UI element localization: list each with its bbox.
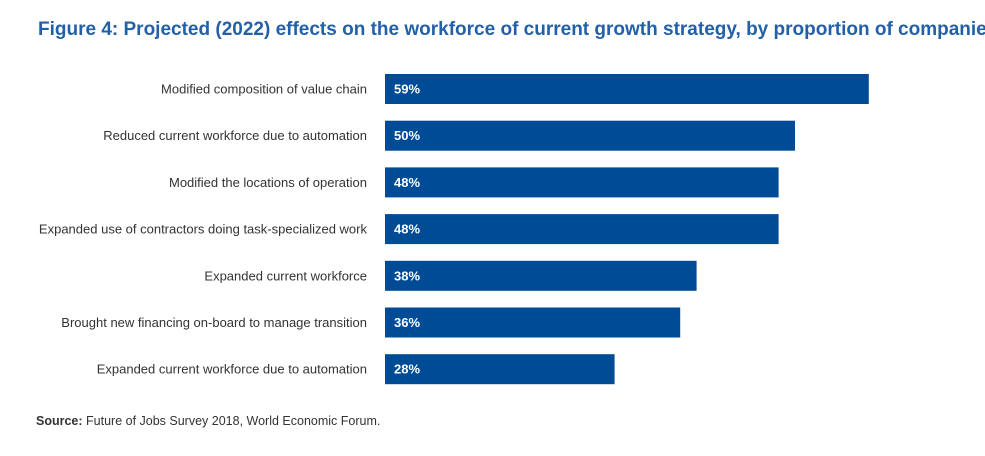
bar-7 — [385, 354, 615, 385]
category-label-6: Brought new financing on-board to manage… — [61, 315, 367, 330]
source-note: Source: Future of Jobs Survey 2018, Worl… — [36, 414, 380, 428]
category-label-1: Modified composition of value chain — [161, 82, 367, 97]
category-label-7: Expanded current workforce due to automa… — [97, 362, 367, 377]
category-label-5: Expanded current workforce — [204, 268, 367, 283]
data-label-4: 48% — [394, 222, 420, 237]
data-label-2: 50% — [394, 128, 420, 143]
bar-4 — [385, 214, 779, 245]
source-text: Future of Jobs Survey 2018, World Econom… — [82, 414, 381, 428]
data-label-5: 38% — [394, 268, 420, 283]
category-label-3: Modified the locations of operation — [169, 175, 367, 190]
bar-3 — [385, 167, 779, 198]
category-label-4: Expanded use of contractors doing task-s… — [39, 222, 368, 237]
source-label: Source: — [36, 414, 83, 428]
bar-6 — [385, 307, 681, 338]
bar-1 — [385, 74, 869, 104]
chart-title: Figure 4: Projected (2022) effects on th… — [38, 19, 985, 40]
category-label-2: Reduced current workforce due to automat… — [103, 128, 367, 143]
bar-2 — [385, 120, 795, 151]
data-label-3: 48% — [394, 175, 420, 190]
data-label-6: 36% — [394, 315, 420, 330]
bar-5 — [385, 260, 697, 291]
data-label-1: 59% — [394, 82, 420, 97]
data-label-7: 28% — [394, 362, 420, 377]
